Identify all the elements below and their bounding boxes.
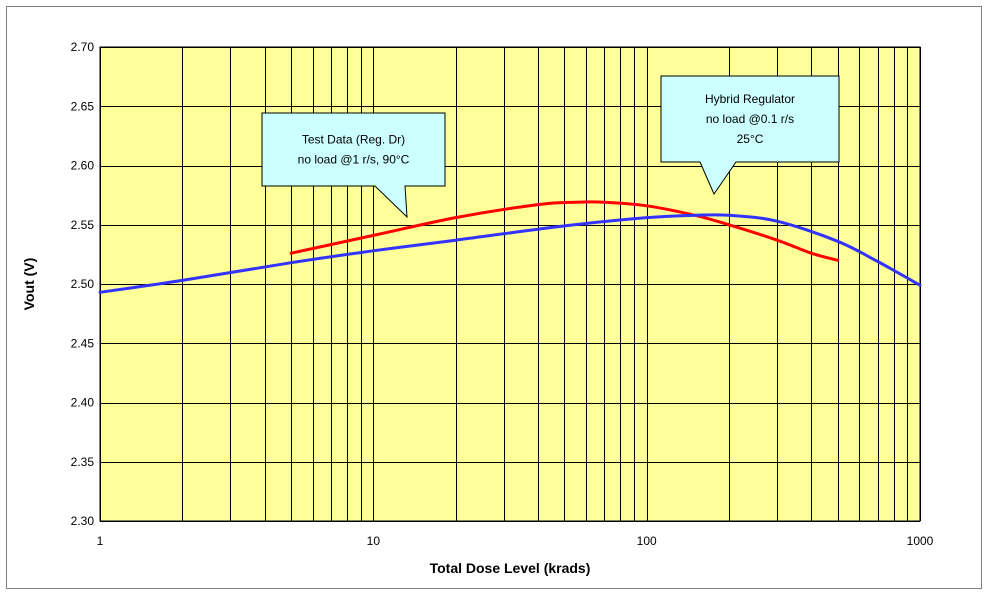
- x-tick-label: 1: [97, 534, 104, 548]
- y-tick-label: 2.60: [71, 159, 95, 173]
- series-lines: [98, 200, 922, 294]
- series-line-blue: [98, 213, 922, 294]
- x-tick-label: 100: [637, 534, 657, 548]
- y-tick-label: 2.70: [71, 40, 95, 54]
- y-tick-label: 2.55: [71, 218, 95, 232]
- y-axis-label: Vout (V): [21, 258, 37, 311]
- y-tick-label: 2.45: [71, 336, 95, 350]
- callout-line: Test Data (Reg. Dr): [302, 133, 405, 147]
- y-tick-label: 2.30: [71, 514, 95, 528]
- y-tick-label: 2.50: [71, 277, 95, 291]
- callouts: Test Data (Reg. Dr) no load @1 r/s, 90°C H…: [261, 75, 840, 219]
- callout-line: no load @0.1 r/s: [706, 112, 794, 126]
- x-tick-label: 1000: [907, 534, 934, 548]
- callout-box: [261, 112, 446, 219]
- callout: Test Data (Reg. Dr) no load @1 r/s, 90°C: [261, 112, 446, 219]
- y-tick-label: 2.65: [71, 99, 95, 113]
- callout-line: 25°C: [737, 132, 764, 146]
- x-tick-label: 10: [367, 534, 381, 548]
- x-tick-labels: 1 10 100 1000: [97, 534, 934, 548]
- y-tick-label: 2.35: [71, 455, 95, 469]
- series-line-red: [289, 200, 840, 262]
- y-tick-label: 2.40: [71, 396, 95, 410]
- callout-line: Hybrid Regulator: [705, 92, 795, 106]
- x-axis-label: Total Dose Level (krads): [430, 560, 591, 576]
- callout-line: no load @1 r/s, 90°C: [298, 153, 410, 167]
- callout: Hybrid Regulator no load @0.1 r/s 25°C: [660, 75, 840, 196]
- y-tick-labels: 2.30 2.35 2.40 2.45 2.50 2.55 2.60 2.65 2.70: [71, 40, 95, 528]
- callout-box: [660, 75, 840, 196]
